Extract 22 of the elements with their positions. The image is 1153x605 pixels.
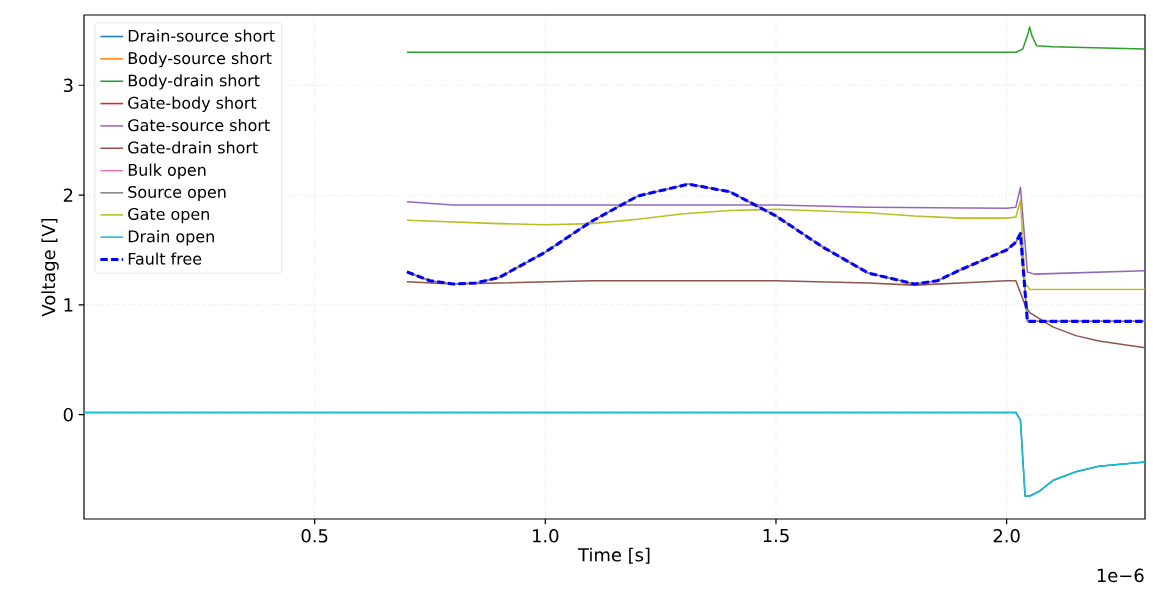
- legend-label: Body-drain short: [128, 74, 260, 90]
- x-tick-label: 2.0: [993, 529, 1020, 543]
- y-tick-label: 1: [64, 298, 73, 312]
- text: 1e−6: [1097, 568, 1144, 583]
- legend-label: Bulk open: [128, 163, 206, 179]
- legend-label: Drain-source short: [128, 29, 275, 42]
- y-tick-label: 2: [63, 188, 73, 202]
- y-tick-label: 0: [63, 407, 73, 422]
- legend-label: Gate-source short: [128, 118, 270, 132]
- legend-label: Drain open: [128, 230, 214, 246]
- x-tick-label: 0.5: [301, 529, 328, 543]
- legend-label: Gate-body short: [128, 96, 257, 112]
- legend-label: Body-source short: [128, 51, 272, 68]
- legend-label: Source open: [128, 185, 226, 202]
- x-axis-title: Time [s]: [577, 547, 650, 564]
- x-tick-label: 1.0: [533, 529, 559, 543]
- x-tick-label: 1.5: [763, 529, 789, 543]
- legend-label: Gate-drain short: [128, 141, 258, 154]
- legend-label: Fault free: [128, 252, 202, 265]
- legend-label: Gate open: [128, 208, 209, 224]
- y-axis-title: Voltage [V]: [41, 218, 59, 317]
- y-tick-label: 3: [63, 78, 73, 93]
